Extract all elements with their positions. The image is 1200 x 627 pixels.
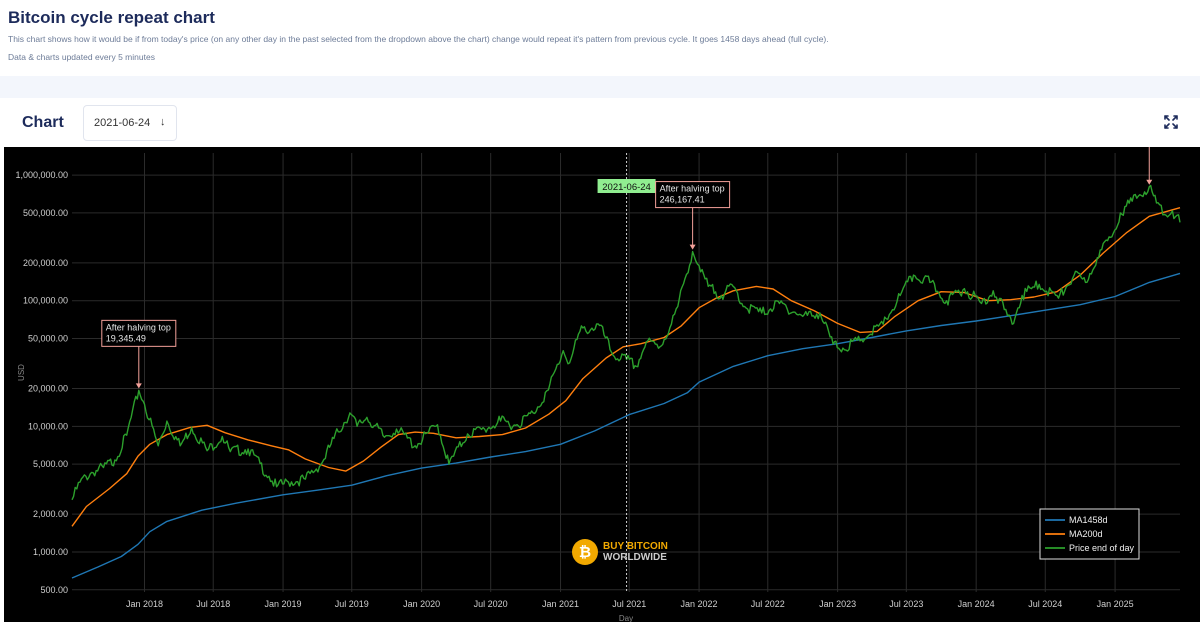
x-tick-label: Jan 2018 [126, 599, 163, 609]
grid-layer [72, 153, 1180, 592]
legend: MA1458d MA200d Price end of day [1039, 508, 1140, 560]
bitcoin-symbol: ₿ [579, 544, 591, 561]
x-tick-label: Jul 2018 [196, 599, 230, 609]
page-description: This chart shows how it would be if from… [8, 34, 829, 44]
x-tick-label: Jan 2020 [403, 599, 440, 609]
y-tick-label: 20,000.00 [28, 384, 68, 394]
axes: 500.00 1,000.00 2,000.00 5,000.00 10,000.00 2… [15, 170, 1134, 623]
update-notice: Data & charts updated every 5 minutes [8, 52, 155, 62]
section-divider [0, 76, 1200, 98]
x-tick-label: Jan 2025 [1097, 599, 1134, 609]
x-tick-label: Jul 2021 [612, 599, 646, 609]
chart-svg: ₿ BUY BITCOIN WORLDWIDE 2021-06-24 After… [15, 116, 1187, 623]
watermark-line2: WORLDWIDE [603, 552, 667, 563]
annotation-value: 19,345.49 [106, 333, 146, 343]
x-tick-label: Jul 2023 [889, 599, 923, 609]
annotation-arrow-head [1146, 179, 1153, 185]
date-dropdown[interactable]: 2021-06-24 ↓ [83, 105, 177, 141]
series-line-ma1458d [71, 272, 1181, 579]
x-tick-label: Jul 2024 [1028, 599, 1062, 609]
x-tick-label: Jul 2020 [474, 599, 508, 609]
legend-label: Price end of day [1069, 543, 1135, 553]
y-tick-label: 5,000.00 [33, 459, 68, 469]
date-marker-label-bg [597, 179, 656, 193]
y-tick-label: 500.00 [40, 585, 68, 595]
series-line-ma200d [71, 207, 1181, 527]
series-line-price-end-of-day [71, 184, 1181, 501]
x-tick-label: Jul 2022 [751, 599, 785, 609]
x-tick-label: Jan 2024 [958, 599, 995, 609]
y-tick-label: 1,000,000.00 [15, 170, 68, 180]
y-axis-title: USD [17, 364, 26, 381]
watermark-line1: BUY BITCOIN [603, 541, 668, 552]
watermark-logo: ₿ BUY BITCOIN WORLDWIDE [572, 539, 668, 565]
annotation-value: 246,167.41 [660, 195, 705, 205]
date-marker-label: 2021-06-24 [602, 182, 651, 193]
chart-card-title: Chart [22, 114, 64, 131]
x-tick-label: Jul 2019 [335, 599, 369, 609]
annotation-box [101, 319, 177, 347]
y-tick-label: 100,000.00 [23, 296, 68, 306]
x-axis-title: Day [619, 614, 633, 622]
annotation-box [655, 181, 731, 209]
x-tick-label: Jan 2023 [819, 599, 856, 609]
series-layer [71, 184, 1181, 579]
y-tick-label: 2,000.00 [33, 509, 68, 519]
legend-label: MA200d [1069, 529, 1103, 539]
arrow-down-icon: ↓ [160, 116, 166, 128]
y-tick-label: 500,000.00 [23, 208, 68, 218]
annotation-title: After halving top [106, 322, 171, 332]
x-tick-label: Jan 2019 [265, 599, 302, 609]
x-tick-label: Jan 2022 [681, 599, 718, 609]
y-tick-label: 1,000.00 [33, 547, 68, 557]
y-tick-label: 200,000.00 [23, 258, 68, 268]
legend-label: MA1458d [1069, 515, 1108, 525]
chart-area: ₿ BUY BITCOIN WORLDWIDE 2021-06-24 After… [4, 116, 1200, 623]
page-header: Bitcoin cycle repeat chart This chart sh… [0, 0, 1200, 76]
x-tick-label: Jan 2021 [542, 599, 579, 609]
annotation-arrow-head [689, 244, 696, 250]
annotation-title: After halving top [660, 184, 725, 194]
bitcoin-logo-icon [572, 539, 598, 565]
y-tick-label: 10,000.00 [28, 421, 68, 431]
y-tick-label: 50,000.00 [28, 334, 68, 344]
date-dropdown-value: 2021-06-24 [94, 117, 151, 129]
date-marker: 2021-06-24 [597, 153, 656, 592]
annotation-arrow-head [135, 383, 142, 389]
page-title: Bitcoin cycle repeat chart [8, 8, 215, 27]
expand-icon[interactable] [1163, 114, 1179, 130]
